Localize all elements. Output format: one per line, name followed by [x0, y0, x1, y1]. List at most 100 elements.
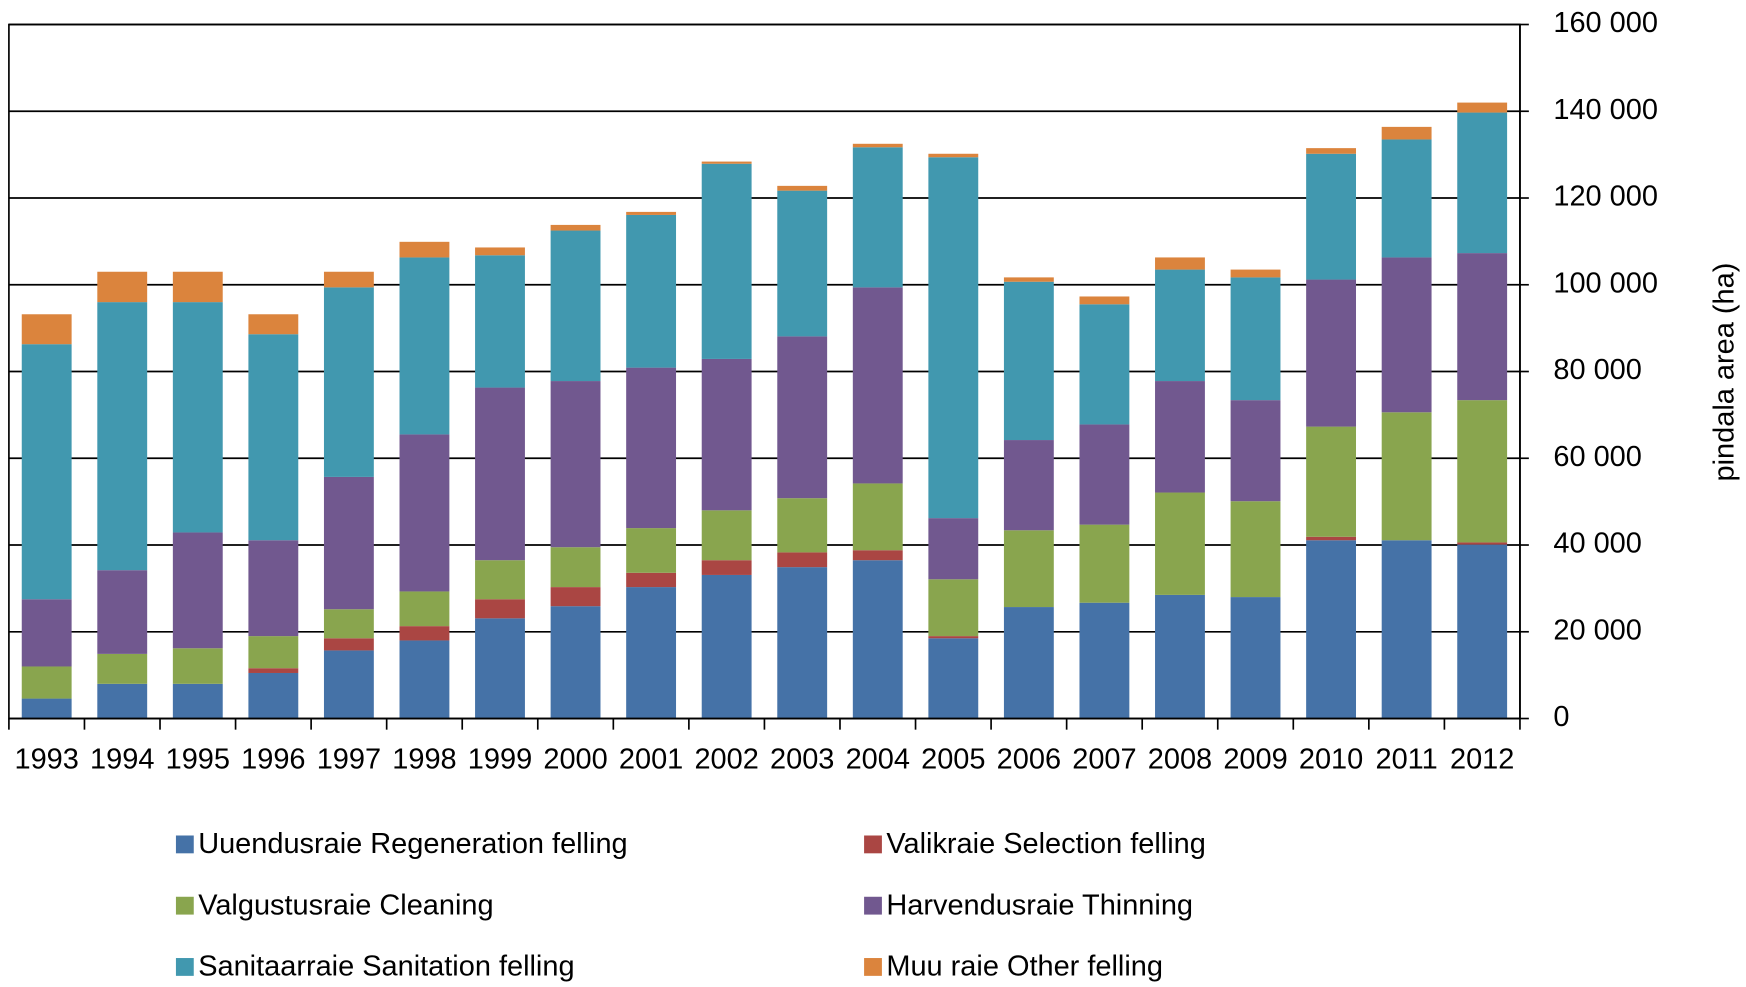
bar-segment [97, 302, 148, 571]
bar-segment [928, 518, 979, 580]
bar-segment [1155, 269, 1205, 382]
bar-segment [97, 653, 148, 684]
bar-segment [399, 241, 450, 258]
bar-segment [248, 540, 299, 637]
x-tick-label: 2012 [1450, 743, 1514, 775]
bar-segment [475, 618, 525, 719]
bar-segment [97, 271, 148, 303]
bar-segment [1079, 296, 1130, 305]
bar-segment [626, 367, 677, 529]
legend-label: Sanitaarraie Sanitation felling [198, 951, 574, 983]
x-tick-label: 2006 [997, 743, 1061, 775]
bar-segment [172, 648, 223, 684]
bar-segment [928, 157, 979, 519]
bar-segment [928, 579, 979, 637]
bar-segment [1230, 501, 1281, 598]
bar-segment [1079, 304, 1130, 425]
bar-segment [21, 698, 72, 719]
bar-segment [777, 567, 828, 719]
y-tick-label: 160 000 [1553, 7, 1658, 39]
bar-segment [1306, 148, 1357, 154]
x-tick-label: 2001 [619, 743, 683, 775]
bar-segment [1457, 542, 1508, 545]
y-tick-label: 20 000 [1553, 614, 1641, 646]
bar-segment [475, 560, 525, 600]
bar-segment [475, 387, 525, 561]
bar-segment [248, 314, 299, 335]
bar-segment [852, 550, 903, 561]
bar-segment [852, 483, 903, 551]
bar-segment [21, 344, 72, 600]
bar-segment [701, 163, 752, 359]
bar-segment [928, 153, 979, 158]
bar-segment [21, 666, 72, 699]
bar-segment [1003, 281, 1054, 441]
bar-segment [1079, 424, 1130, 525]
x-tick-label: 2000 [543, 743, 607, 775]
bar-segment [399, 591, 450, 627]
bar-segment [1230, 597, 1281, 719]
bar-segment [323, 650, 374, 719]
bar-segment [172, 271, 223, 303]
bar-segment [1155, 257, 1205, 270]
bar-segment [97, 683, 148, 719]
bar-segment [1381, 139, 1432, 258]
bar-segment [777, 552, 828, 568]
bar-segment [928, 638, 979, 719]
legend-label: Uuendusraie Regeneration felling [198, 828, 627, 860]
x-tick-label: 2008 [1148, 743, 1212, 775]
bar-segment [21, 599, 72, 667]
bar-segment [1003, 530, 1054, 608]
y-tick-label: 100 000 [1553, 267, 1658, 299]
y-axis-label: pindala area (ha) [1709, 263, 1741, 482]
bar-segment [626, 587, 677, 719]
x-tick-label: 1998 [392, 743, 456, 775]
bar-segment [1079, 524, 1130, 603]
bar-segment [550, 230, 601, 382]
x-tick-label: 2010 [1299, 743, 1363, 775]
bar-segment [550, 547, 601, 588]
bar-segment [777, 498, 828, 553]
bar-segment [323, 476, 374, 610]
x-tick-label: 1995 [166, 743, 230, 775]
bar-segment [172, 532, 223, 649]
y-tick-label: 140 000 [1553, 94, 1658, 126]
bar-segment [475, 247, 525, 256]
bar-segment [701, 161, 752, 164]
bar-segment [323, 609, 374, 639]
y-tick-label: 0 [1553, 701, 1569, 733]
bar-segment [172, 683, 223, 719]
bar-segment [475, 599, 525, 619]
bar-segment [701, 560, 752, 575]
bar-segment [852, 143, 903, 148]
bar-segment [1306, 279, 1357, 427]
bar-segment [1306, 153, 1357, 280]
bar-segment [1306, 426, 1357, 537]
bar-segment [852, 560, 903, 719]
bar-segment [550, 606, 601, 719]
plot-border [8, 23, 1521, 720]
bar-segment [1381, 412, 1432, 541]
bar-segment [1457, 112, 1508, 254]
bar-segment [323, 287, 374, 477]
bar-segment [701, 574, 752, 719]
bar-segment [1155, 492, 1205, 595]
y-tick-label: 60 000 [1553, 441, 1641, 473]
legend-label: Harvendusraie Thinning [886, 889, 1193, 921]
legend-swatch [175, 958, 194, 976]
bar-segment [1003, 277, 1054, 282]
bar-segment [1457, 102, 1508, 113]
bar-segment [475, 255, 525, 388]
bar-segment [1155, 381, 1205, 493]
bar-segment [777, 190, 828, 337]
bar-segment [1306, 536, 1357, 541]
legend-label: Muu raie Other felling [886, 951, 1163, 983]
x-tick-label: 1994 [90, 743, 154, 775]
x-tick-label: 2011 [1376, 743, 1438, 775]
bar-segment [172, 302, 223, 533]
bar-segment [626, 572, 677, 588]
bar-segment [1306, 540, 1357, 719]
bar-segment [1457, 544, 1508, 719]
x-tick-label: 1999 [468, 743, 532, 775]
bar-segment [1230, 277, 1281, 401]
